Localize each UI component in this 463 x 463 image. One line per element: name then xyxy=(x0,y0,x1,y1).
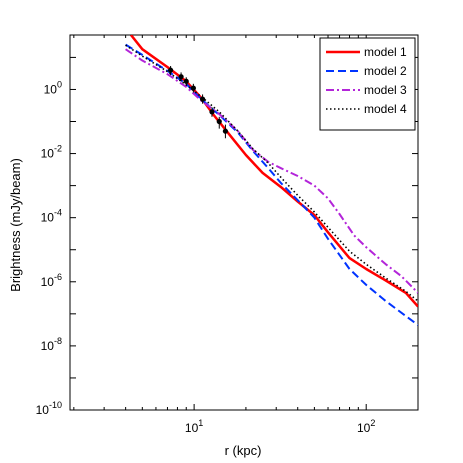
legend-label: model 2 xyxy=(364,64,407,78)
legend-label: model 1 xyxy=(364,45,407,59)
x-axis-ticks: 101 102 xyxy=(73,35,419,435)
data-point xyxy=(190,85,196,91)
series-line-2 xyxy=(125,43,418,326)
legend-label: model 3 xyxy=(364,83,407,97)
observed-data-layer xyxy=(167,65,229,139)
data-point xyxy=(183,78,189,84)
series-line-4 xyxy=(125,44,418,302)
data-point xyxy=(216,118,222,125)
data-point xyxy=(222,128,229,134)
series-line-1 xyxy=(130,35,418,308)
y-tick-label: 10-2 xyxy=(41,144,62,161)
series-line-3 xyxy=(125,48,418,294)
y-tick-label: 10-4 xyxy=(41,208,62,225)
data-point xyxy=(167,67,174,73)
y-axis-label: Brightness (mJy/beam) xyxy=(8,158,23,292)
x-axis-label: r (kpc) xyxy=(225,443,262,458)
series-layer xyxy=(125,35,418,326)
legend: model 1 model 2 model 3 model 4 xyxy=(319,37,416,131)
x-tick-label: 101 xyxy=(185,418,203,435)
y-tick-label: 10-10 xyxy=(36,400,62,417)
x-tick-label: 102 xyxy=(357,418,375,435)
legend-label: model 4 xyxy=(364,102,407,116)
y-tick-label: 10-6 xyxy=(41,272,62,289)
y-tick-label: 10-8 xyxy=(41,336,62,353)
y-tick-label: 100 xyxy=(44,79,62,96)
legend-box xyxy=(319,37,416,131)
y-axis-ticks: 100 10-2 10-4 10-6 10-8 10-10 xyxy=(36,56,418,417)
data-point xyxy=(209,109,215,115)
data-point xyxy=(199,96,206,102)
data-point xyxy=(178,74,184,80)
